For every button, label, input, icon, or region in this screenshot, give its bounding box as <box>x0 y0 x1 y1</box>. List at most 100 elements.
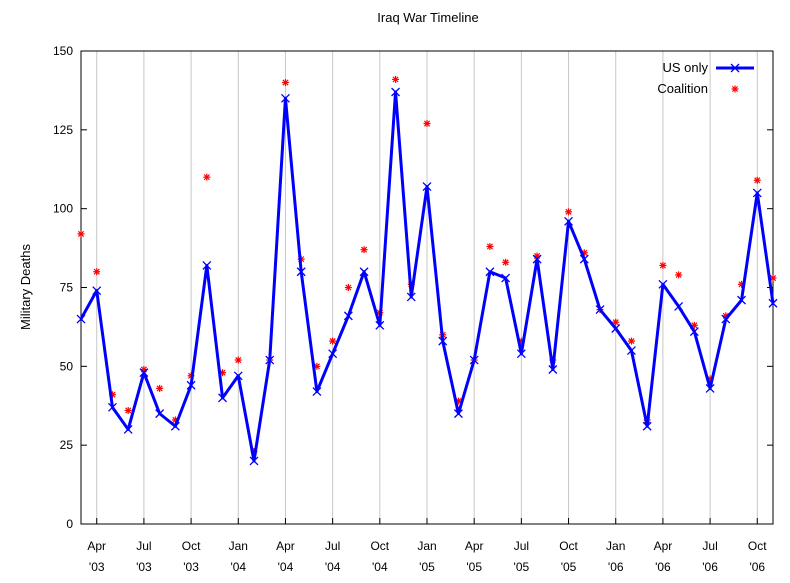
us-only-point <box>107 402 117 412</box>
us-only-point <box>438 336 448 346</box>
x-tick-label-year: '06 <box>608 560 624 574</box>
us-only-point <box>516 349 526 359</box>
coalition-point <box>203 173 211 181</box>
us-only-point <box>391 87 401 97</box>
coalition-point <box>486 243 494 251</box>
us-only-point <box>768 298 778 308</box>
coalition-point <box>281 79 289 87</box>
us-only-point <box>611 324 621 333</box>
chart-title: Iraq War Timeline <box>377 10 478 25</box>
us-only-point <box>595 305 605 315</box>
x-tick-label-month: Jul <box>702 539 717 553</box>
x-tick-label-month: Jan <box>229 539 248 553</box>
us-only-point <box>123 424 133 434</box>
x-tick-label-month: Jul <box>136 539 151 553</box>
us-only-point <box>406 292 416 302</box>
us-only-point <box>296 267 306 277</box>
coalition-point <box>659 261 667 269</box>
x-tick-label-month: Apr <box>654 539 673 553</box>
coalition-point <box>77 230 85 238</box>
us-only-point <box>139 368 149 378</box>
us-only-point <box>705 383 715 393</box>
coalition-point <box>156 384 164 392</box>
legend-marker-us-only <box>730 63 740 73</box>
legend-marker-coalition <box>731 85 739 93</box>
us-only-point <box>312 387 322 397</box>
x-tick-label-year: '05 <box>419 560 435 574</box>
coalition-point <box>612 318 620 326</box>
us-only-point <box>564 216 574 226</box>
us-only-point <box>658 279 668 289</box>
y-tick-label: 75 <box>60 281 74 295</box>
coalition-point <box>234 356 242 364</box>
x-tick-label-month: Jul <box>514 539 529 553</box>
x-tick-label-year: '03 <box>183 560 199 574</box>
us-only-point <box>343 311 353 321</box>
coalition-point <box>360 246 368 254</box>
us-only-point <box>689 327 699 337</box>
y-tick-label: 100 <box>53 202 73 216</box>
us-only-point <box>422 182 432 192</box>
x-tick-label-year: '04 <box>372 560 388 574</box>
us-only-point <box>469 355 479 365</box>
coalition-point <box>502 258 510 266</box>
x-tick-label-year: '04 <box>230 560 246 574</box>
us-only-point <box>202 260 212 270</box>
x-tick-label-month: Apr <box>276 539 295 553</box>
x-tick-label-month: Oct <box>559 539 578 553</box>
x-tick-label-year: '05 <box>514 560 530 574</box>
us-only-point <box>532 254 542 264</box>
coalition-point <box>329 337 337 345</box>
coalition-point <box>392 75 400 83</box>
us-only-point <box>375 320 385 330</box>
us-only-point <box>642 421 652 431</box>
us-only-point <box>170 421 180 431</box>
coalition-point <box>627 337 635 345</box>
us-only-point <box>76 314 86 324</box>
us-only-point <box>233 371 243 381</box>
y-axis-label: Military Deaths <box>18 244 33 330</box>
us-only-point <box>485 267 495 277</box>
us-only-point <box>548 365 558 374</box>
x-tick-label-year: '04 <box>325 560 341 574</box>
y-tick-label: 0 <box>66 517 73 531</box>
legend: US only Coalition <box>657 60 754 96</box>
x-tick-label-month: Jan <box>606 539 625 553</box>
us-only-point <box>453 409 463 419</box>
legend-label-us-only: US only <box>662 60 708 75</box>
us-only-point <box>359 267 369 277</box>
x-tick-label-year: '06 <box>749 560 765 574</box>
x-tick-label-month: Oct <box>182 539 201 553</box>
x-tick-label-year: '03 <box>136 560 152 574</box>
x-tick-label-month: Jan <box>417 539 436 553</box>
us-only-point <box>674 301 684 311</box>
coalition-point <box>344 284 352 291</box>
us-only-point <box>186 380 196 390</box>
us-only-point <box>280 93 290 103</box>
coalition-point <box>565 208 573 216</box>
data-series <box>76 75 778 466</box>
x-tick-label-year: '05 <box>466 560 482 574</box>
y-tick-label: 50 <box>60 359 74 373</box>
axes: Apr '03 Jul '03 Oct '03 Jan '04 Apr '04 Jul '04 Oct '… <box>53 44 773 574</box>
us-only-point <box>501 273 511 283</box>
us-only-point <box>737 295 747 305</box>
us-only-point <box>626 346 636 356</box>
us-only-point <box>752 188 762 198</box>
legend-label-coalition: Coalition <box>657 81 708 96</box>
us-only-point <box>155 409 165 419</box>
us-only-point <box>249 456 259 466</box>
x-tick-label-year: '03 <box>89 560 105 574</box>
x-tick-label-month: Oct <box>370 539 389 553</box>
series-us-only <box>76 87 778 466</box>
x-tick-label-month: Oct <box>748 539 767 553</box>
coalition-point <box>124 406 132 414</box>
coalition-point <box>93 268 101 276</box>
x-tick-label-year: '06 <box>655 560 671 574</box>
x-tick-label-month: Apr <box>87 539 106 553</box>
us-only-point <box>721 314 731 324</box>
us-only-point <box>218 393 228 403</box>
coalition-point <box>753 176 761 184</box>
y-tick-label: 150 <box>53 44 73 58</box>
